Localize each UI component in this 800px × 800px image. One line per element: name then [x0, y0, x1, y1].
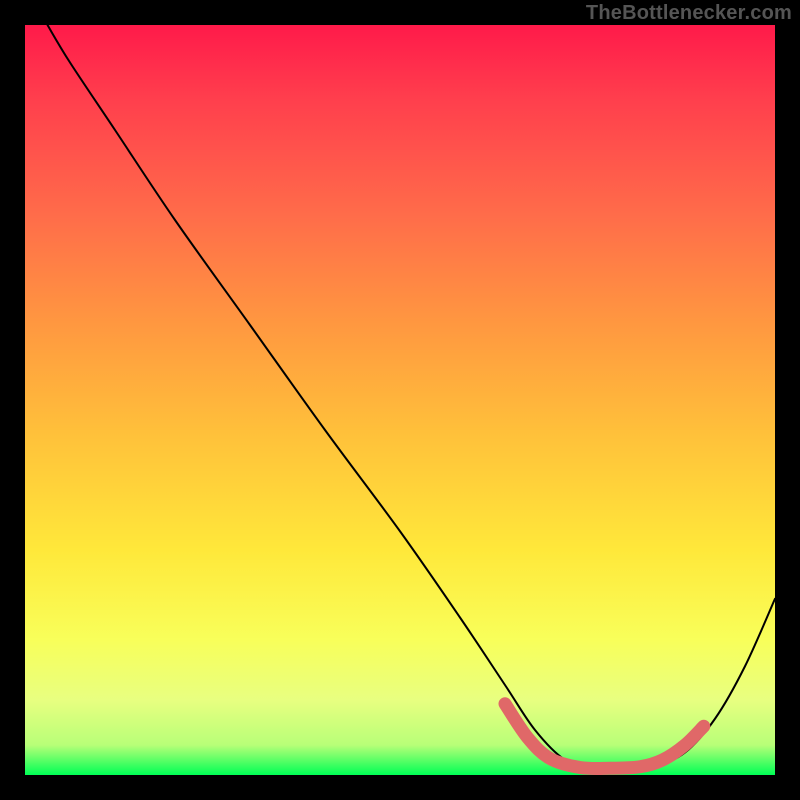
watermark-label: TheBottlenecker.com — [586, 2, 792, 25]
stage: TheBottlenecker.com — [0, 0, 800, 800]
gradient-background — [25, 25, 775, 775]
chart-svg — [25, 25, 775, 775]
plot-area — [25, 25, 775, 775]
